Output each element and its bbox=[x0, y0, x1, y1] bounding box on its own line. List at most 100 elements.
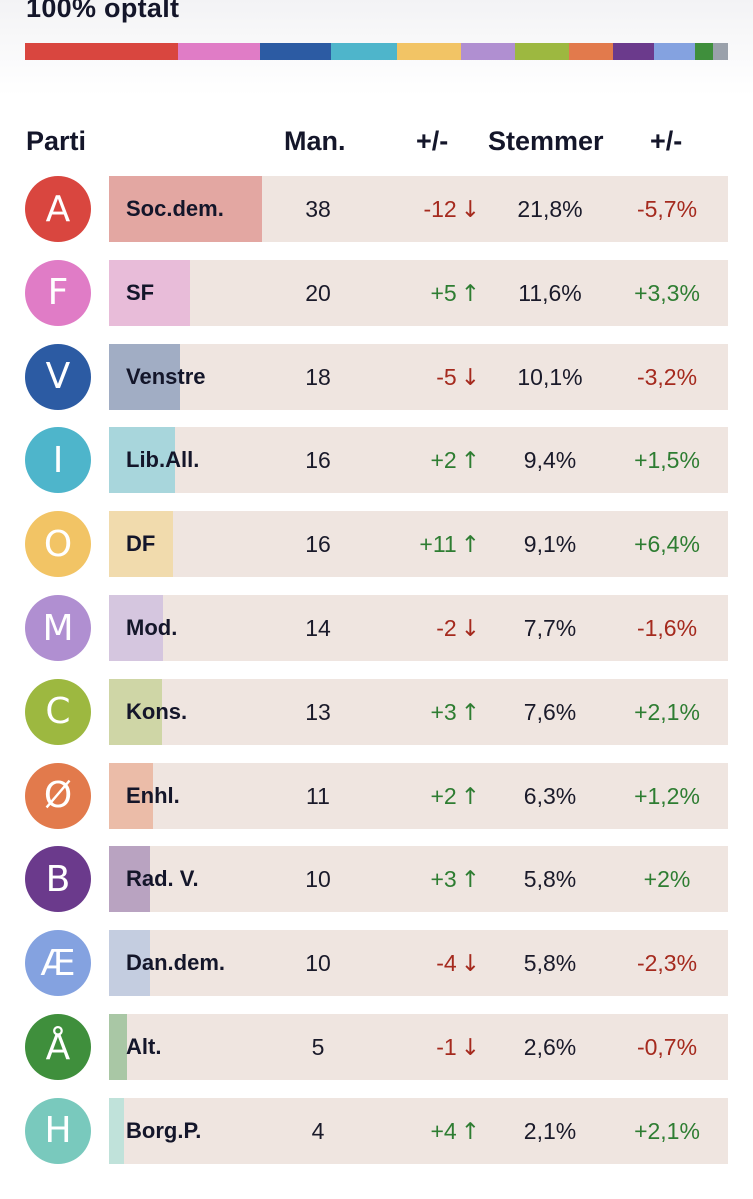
votes-change-value: +2,1% bbox=[634, 1117, 700, 1144]
votes-value: 2,1% bbox=[523, 1117, 577, 1144]
party-letter-badge: I bbox=[25, 427, 91, 494]
row-background bbox=[109, 1014, 728, 1080]
vote-share-bar bbox=[109, 259, 191, 326]
party-letter-badge: M bbox=[25, 595, 91, 661]
mandates-change: +3 ↑ bbox=[380, 679, 480, 745]
arrow-down-icon: ↓ bbox=[460, 1035, 480, 1061]
mandates-change-value: +3 bbox=[430, 698, 457, 725]
vote-share-segment bbox=[260, 43, 332, 60]
party-row[interactable]: H Borg.P. 4 +4 ↑ 2,1% +2,1% bbox=[0, 1097, 753, 1182]
vote-share-bar bbox=[109, 678, 163, 745]
party-letter-badge: V bbox=[25, 343, 91, 410]
mandates-value: 18 bbox=[305, 363, 331, 390]
vote-share-bar bbox=[109, 427, 175, 494]
party-row[interactable]: F SF 20 +5 ↑ 11,6% +3,3% bbox=[0, 259, 753, 344]
party-row[interactable]: O DF 16 +11 ↑ 9,1% +6,4% bbox=[0, 511, 753, 595]
mandates-change: +3 ↑ bbox=[380, 846, 480, 912]
party-row[interactable]: M Mod. 14 -2 ↓ 7,7% -1,6% bbox=[0, 595, 753, 679]
party-row[interactable]: A Soc.dem. 38 -12 ↓ 21,8% -5,7% bbox=[0, 176, 753, 260]
arrow-down-icon: ↓ bbox=[460, 616, 480, 642]
mandates-change: +4 ↑ bbox=[380, 1098, 480, 1164]
votes-value: 10,1% bbox=[517, 363, 583, 390]
vote-share-segment bbox=[178, 43, 261, 60]
party-letter-badge: Æ bbox=[25, 930, 91, 997]
party-letter-badge: A bbox=[25, 176, 91, 242]
party-name: Alt. bbox=[126, 1034, 162, 1059]
party-letter-badge: B bbox=[25, 846, 91, 913]
party-row[interactable]: I Lib.All. 16 +2 ↑ 9,4% +1,5% bbox=[0, 427, 753, 511]
row-background bbox=[109, 427, 728, 494]
row-background bbox=[109, 678, 728, 745]
votes-value: 5,8% bbox=[523, 866, 577, 893]
vote-share-bar bbox=[109, 595, 164, 661]
mandates-change: -2 ↓ bbox=[380, 595, 480, 661]
mandates-change-value: +2 bbox=[430, 447, 457, 474]
arrow-down-icon: ↓ bbox=[460, 951, 480, 978]
mandates-value: 16 bbox=[305, 447, 331, 474]
vote-share-segment bbox=[654, 43, 695, 60]
row-background bbox=[109, 930, 728, 997]
party-name: Dan.dem. bbox=[126, 950, 226, 976]
vote-share-segment bbox=[397, 43, 462, 60]
votes-value: 9,4% bbox=[523, 447, 577, 474]
party-letter-badge: H bbox=[25, 1097, 91, 1164]
party-name: Venstre bbox=[126, 363, 206, 389]
votes-change-value: +1,2% bbox=[634, 782, 700, 809]
vote-share-bar bbox=[109, 930, 150, 997]
party-row[interactable]: Æ Dan.dem. 10 -4 ↓ 5,8% -2,3% bbox=[0, 930, 753, 1014]
mandates-value: 16 bbox=[305, 531, 331, 558]
row-background bbox=[109, 511, 728, 578]
vote-share-bar bbox=[109, 343, 180, 410]
arrow-down-icon: ↓ bbox=[460, 364, 480, 391]
party-row[interactable]: B Rad. V. 10 +3 ↑ 5,8% +2% bbox=[0, 846, 753, 930]
mandates-change: -1 ↓ bbox=[380, 1014, 480, 1080]
party-letter-badge: C bbox=[25, 678, 91, 745]
mandates-change: -5 ↓ bbox=[380, 344, 480, 410]
party-letter-badge: Ø bbox=[25, 762, 91, 829]
party-name: Lib.All. bbox=[126, 447, 200, 473]
mandates-change-value: +11 bbox=[419, 531, 457, 558]
party-row[interactable]: Ø Enhl. 11 +2 ↑ 6,3% +1,2% bbox=[0, 762, 753, 847]
vote-share-segment bbox=[25, 43, 179, 60]
mandates-change: -12 ↓ bbox=[380, 176, 480, 242]
votes-value: 9,1% bbox=[523, 531, 577, 558]
votes-value: 6,3% bbox=[523, 782, 577, 809]
mandates-change: +2 ↑ bbox=[380, 427, 480, 493]
votes-change-value: +1,5% bbox=[634, 447, 700, 474]
votes-value: 21,8% bbox=[517, 196, 583, 222]
party-row[interactable]: V Venstre 18 -5 ↓ 10,1% -3,2% bbox=[0, 343, 753, 428]
row-background bbox=[109, 846, 728, 913]
page-title: 100% optalt bbox=[26, 0, 180, 23]
vote-share-bar bbox=[109, 1097, 124, 1164]
mandates-change-value: +4 bbox=[430, 1117, 457, 1144]
vote-share-segment bbox=[568, 43, 614, 60]
mandates-value: 11 bbox=[306, 782, 330, 809]
mandates-change: +11 ↑ bbox=[380, 511, 480, 577]
mandates-value: 5 bbox=[311, 1034, 325, 1060]
vote-share-segment bbox=[613, 43, 655, 60]
vote-share-bar bbox=[109, 176, 262, 242]
mandates-change-value: -1 bbox=[436, 1034, 457, 1060]
votes-value: 11,6% bbox=[518, 279, 582, 306]
votes-change-value: -3,2% bbox=[636, 363, 698, 390]
header-party: Parti bbox=[26, 126, 87, 156]
mandates-change-value: +5 bbox=[430, 279, 457, 306]
mandates-change-value: -4 bbox=[436, 950, 457, 977]
mandates-value: 10 bbox=[305, 866, 331, 893]
party-name: Enhl. bbox=[126, 782, 180, 808]
vote-share-segment bbox=[461, 43, 516, 60]
vote-share-bar bbox=[109, 1014, 128, 1080]
mandates-value: 20 bbox=[305, 279, 331, 306]
vote-distribution-bar bbox=[25, 43, 728, 60]
party-name: Kons. bbox=[126, 698, 188, 724]
party-letter-badge: Å bbox=[25, 1014, 91, 1080]
header-votes-change: +/- bbox=[650, 126, 683, 156]
party-name: Mod. bbox=[126, 615, 178, 640]
party-row[interactable]: Å Alt. 5 -1 ↓ 2,6% -0,7% bbox=[0, 1014, 753, 1098]
mandates-change-value: -2 bbox=[436, 615, 457, 641]
votes-change-value: +3,3% bbox=[634, 279, 700, 306]
arrow-up-icon: ↑ bbox=[460, 867, 480, 894]
mandates-value: 10 bbox=[305, 950, 331, 977]
party-name: DF bbox=[126, 531, 156, 557]
party-row[interactable]: C Kons. 13 +3 ↑ 7,6% +2,1% bbox=[0, 678, 753, 763]
